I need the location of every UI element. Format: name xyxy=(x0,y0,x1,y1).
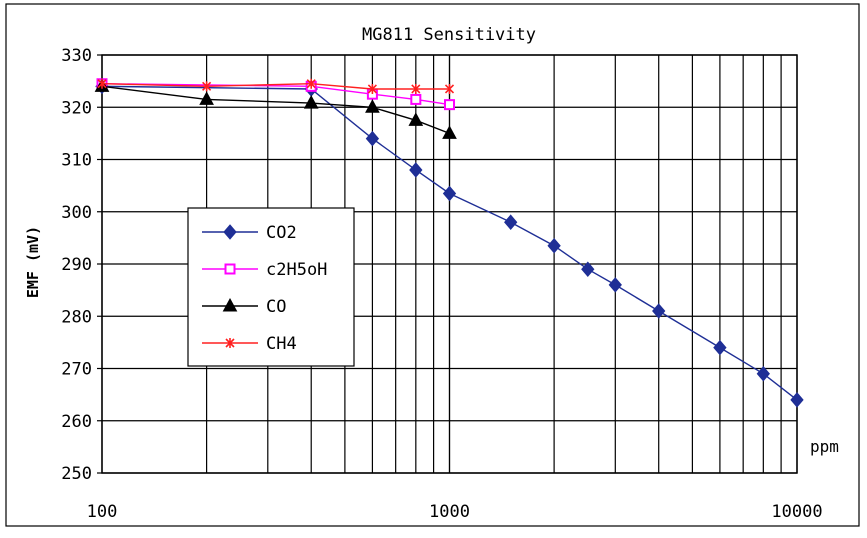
data-point xyxy=(504,214,518,230)
y-tick-label: 290 xyxy=(61,255,92,275)
data-point xyxy=(442,125,457,139)
y-tick-label: 280 xyxy=(61,307,92,327)
data-point xyxy=(444,99,455,111)
chart-title: MG811 Sensitivity xyxy=(362,25,536,45)
data-point xyxy=(222,297,238,312)
x-tick-label: 10000 xyxy=(771,502,822,522)
data-point xyxy=(790,392,804,408)
ticks-layer: 250 260 270 280 290 300 310 320 330 100 1000 10000 xyxy=(61,46,822,522)
data-point xyxy=(410,93,422,105)
series-line xyxy=(101,85,450,135)
y-axis-label: EMF (mV) xyxy=(24,226,42,298)
data-point xyxy=(365,130,380,147)
series-layer xyxy=(94,78,804,408)
y-tick-label: 300 xyxy=(61,203,92,223)
y-tick-label: 320 xyxy=(61,98,92,118)
data-point xyxy=(408,112,424,126)
data-point xyxy=(547,237,561,254)
legend-label: CH4 xyxy=(266,334,297,354)
data-point xyxy=(444,83,455,94)
y-tick-label: 260 xyxy=(61,412,92,432)
data-point xyxy=(303,95,319,109)
data-point xyxy=(367,83,377,94)
legend-label: CO2 xyxy=(266,223,297,243)
x-tick-label: 100 xyxy=(87,502,118,522)
data-point xyxy=(97,78,107,89)
data-point xyxy=(411,83,421,94)
data-point xyxy=(223,224,237,240)
data-point xyxy=(756,365,770,382)
data-point xyxy=(652,303,666,319)
data-point xyxy=(608,277,622,293)
legend-label: CO xyxy=(266,297,286,317)
y-tick-label: 250 xyxy=(61,464,92,484)
legend: CO2 c2H5oH CO CH4 xyxy=(187,207,355,367)
data-point xyxy=(442,185,457,202)
data-point xyxy=(306,78,316,89)
y-tick-label: 310 xyxy=(61,151,92,171)
y-tick-label: 330 xyxy=(61,46,92,66)
series-co xyxy=(94,78,457,139)
x-tick-label: 1000 xyxy=(429,502,470,522)
data-point xyxy=(409,162,423,178)
data-point xyxy=(713,339,727,356)
chart-frame xyxy=(5,3,860,527)
data-point xyxy=(581,261,595,277)
data-point xyxy=(224,263,236,275)
series-ch4 xyxy=(97,78,455,94)
data-point xyxy=(365,99,380,113)
data-point xyxy=(202,81,212,92)
y-tick-label: 270 xyxy=(61,360,92,380)
legend-label: c2H5oH xyxy=(266,260,327,280)
data-point xyxy=(225,338,235,348)
legend-box xyxy=(187,207,355,367)
series-co2 xyxy=(95,78,804,408)
x-axis-label: ppm xyxy=(810,437,839,456)
series-line xyxy=(101,82,450,90)
data-point xyxy=(199,91,214,105)
